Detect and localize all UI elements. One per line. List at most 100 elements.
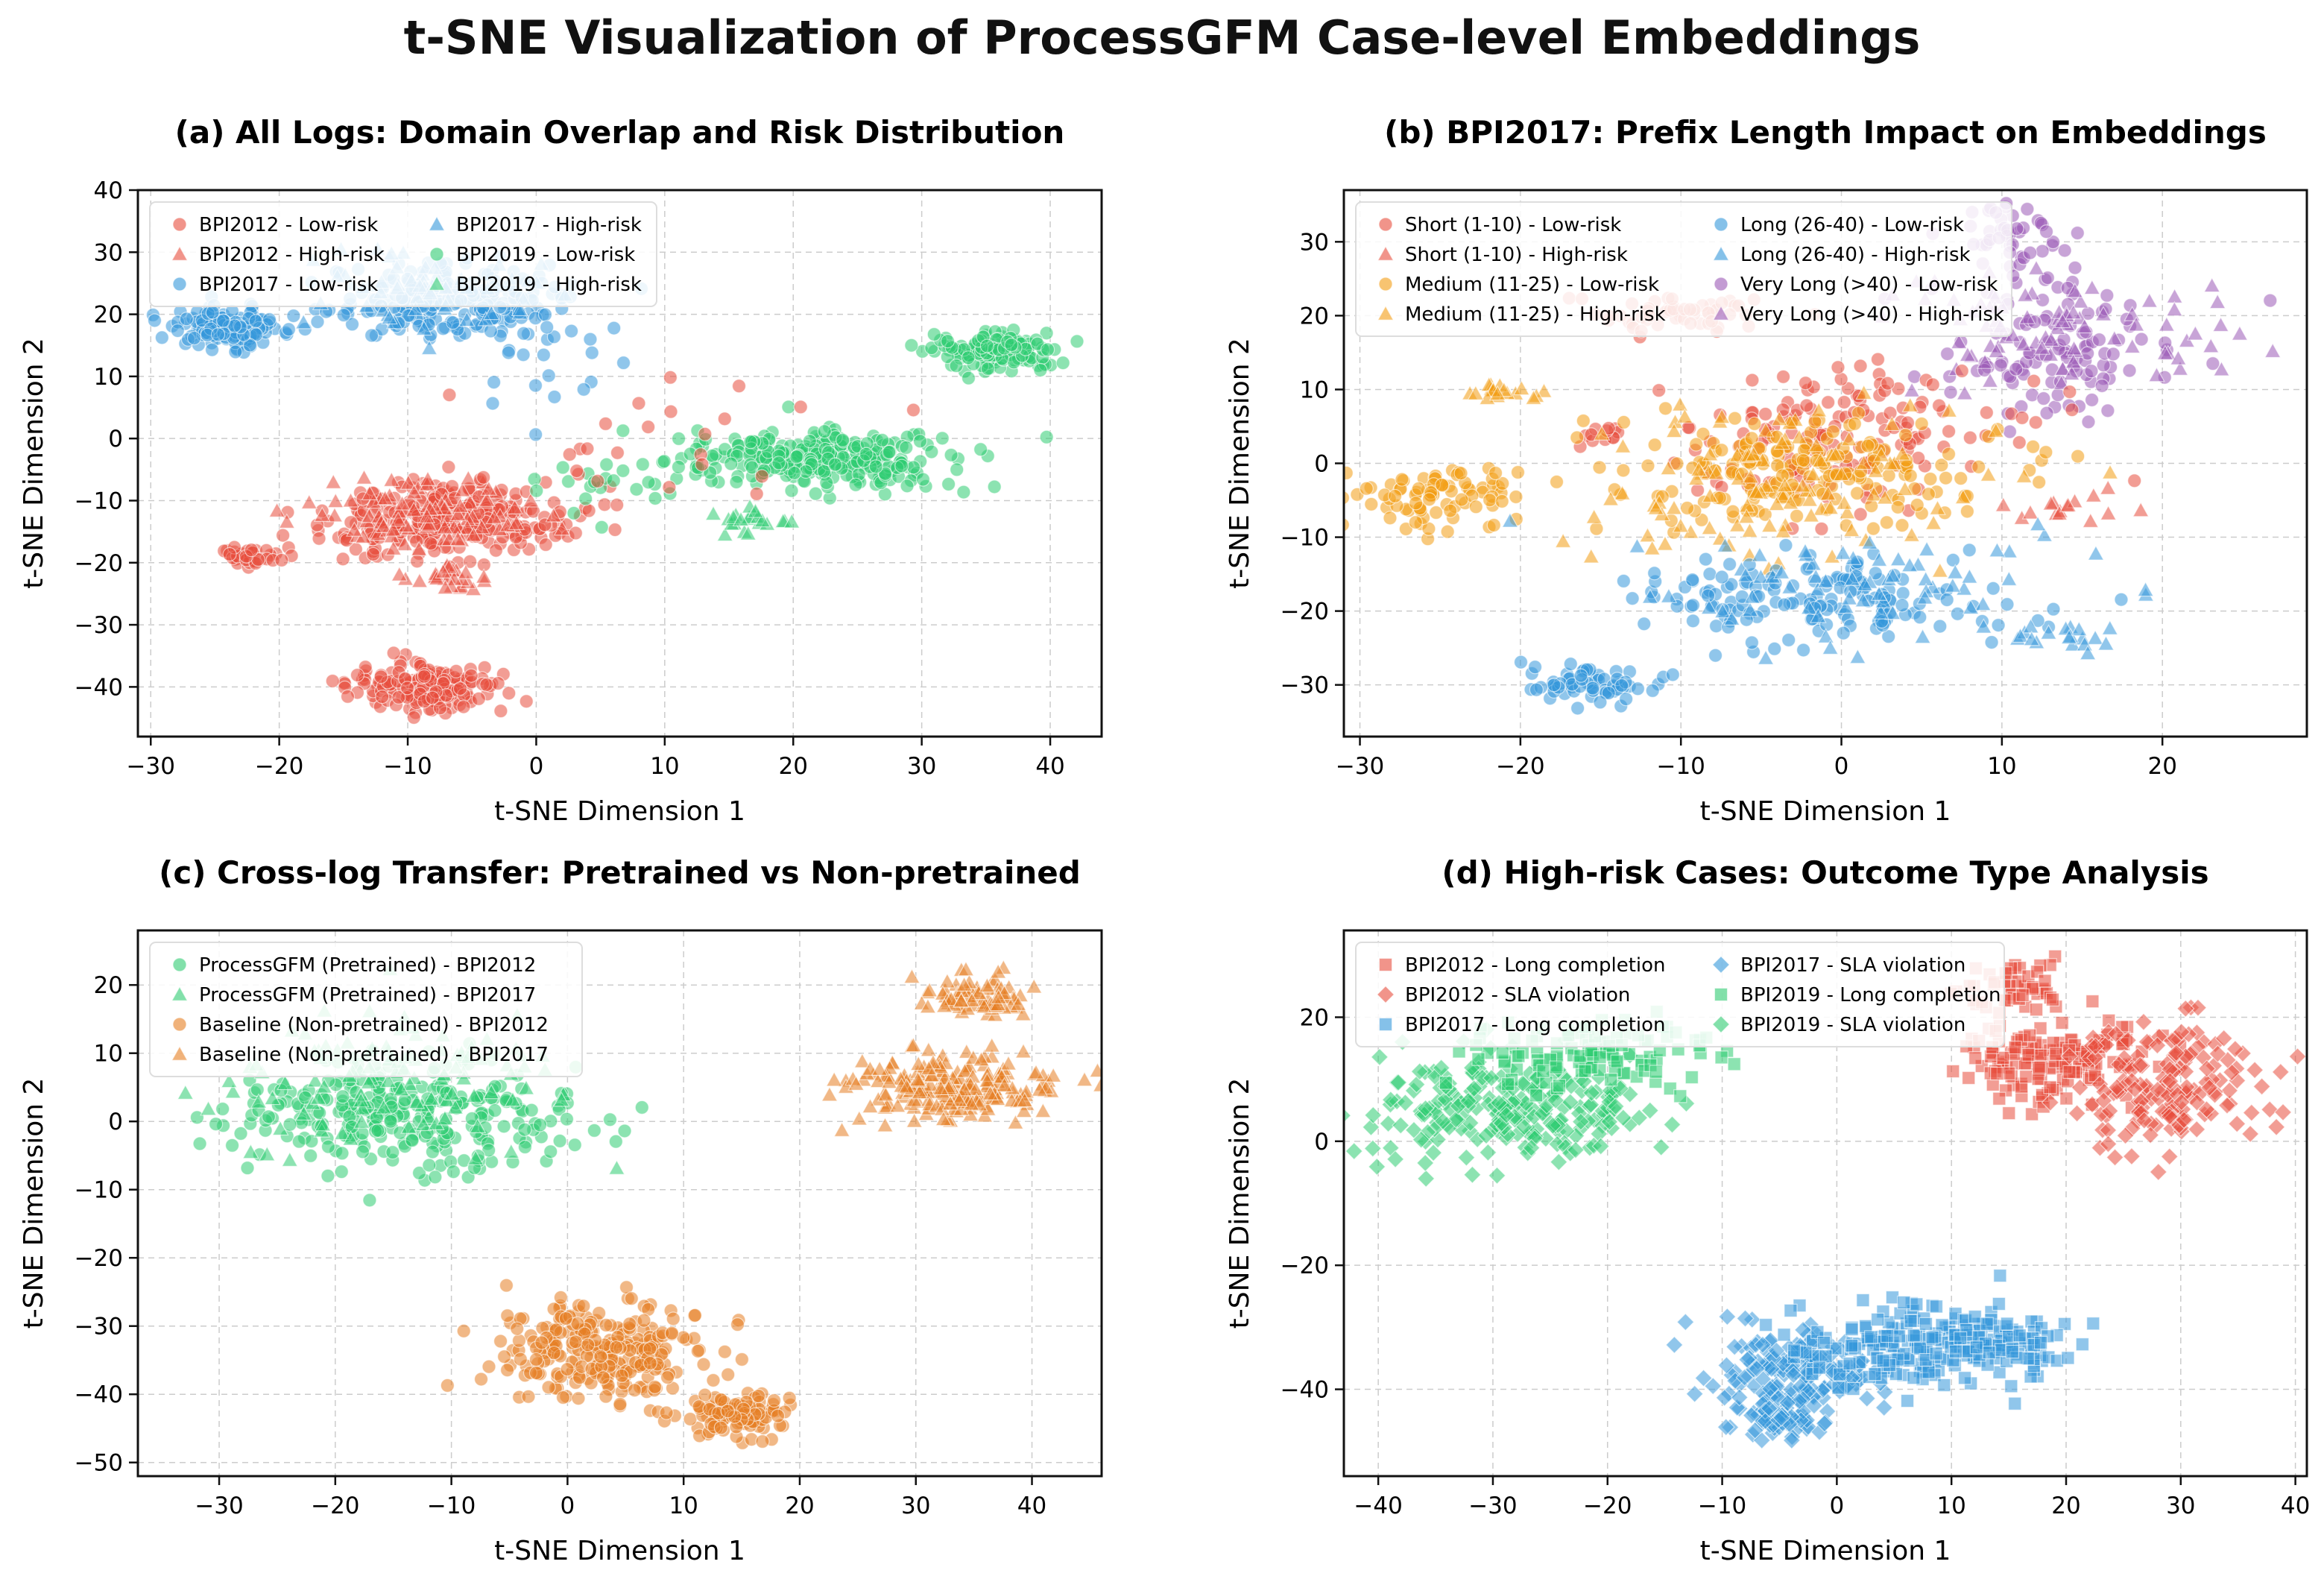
point-bpi2019-sla-violation (1482, 1068, 1501, 1088)
point-bpi2019-low-risk (944, 447, 959, 462)
point-bpi2019-sla-violation (1392, 1116, 1410, 1135)
point-medium-11-25-high-risk (1838, 503, 1856, 520)
point-baseline-non-pretrained-bpi2012 (599, 1317, 613, 1333)
point-processgfm-pretrained-bpi2012 (608, 1134, 623, 1149)
point-processgfm-pretrained-bpi2012 (240, 1161, 255, 1176)
point-long-26-40-low-risk (1527, 660, 1543, 675)
point-processgfm-pretrained-bpi2012 (321, 1168, 335, 1183)
point-baseline-non-pretrained-bpi2012 (571, 1391, 586, 1406)
point-bpi2019-long-completion (1500, 1077, 1515, 1091)
point-bpi2019-sla-violation (1566, 1141, 1585, 1159)
point-medium-11-25-high-risk (1467, 385, 1485, 400)
point-long-26-40-low-risk (2114, 592, 2129, 607)
point-baseline-non-pretrained-bpi2012 (687, 1308, 703, 1323)
point-medium-11-25-high-risk (1602, 491, 1620, 506)
point-long-26-40-high-risk (1961, 568, 1978, 584)
point-bpi2017-sla-violation (1790, 1392, 1809, 1411)
point-baseline-non-pretrained-bpi2012 (576, 1299, 591, 1314)
point-baseline-non-pretrained-bpi2017 (979, 977, 996, 993)
point-bpi2019-sla-violation (1416, 1153, 1435, 1173)
point-medium-11-25-high-risk (1835, 494, 1853, 510)
point-processgfm-pretrained-bpi2012 (385, 1145, 400, 1160)
point-medium-11-25-high-risk (1901, 397, 1919, 412)
point-very-long-40-low-risk (2057, 243, 2072, 258)
legend-entry: BPI2017 - Low-risk (199, 274, 378, 296)
point-long-26-40-high-risk (1914, 628, 1931, 644)
point-medium-11-25-high-risk (1774, 488, 1792, 504)
point-bpi2012-high-risk (326, 506, 344, 523)
point-bpi2012-sla-violation (2126, 1080, 2144, 1099)
x-tick-label: 40 (1035, 753, 1064, 780)
point-processgfm-pretrained-bpi2017 (315, 1078, 333, 1094)
legend-marker (172, 217, 187, 232)
point-bpi2012-low-risk (590, 473, 605, 488)
point-bpi2019-low-risk (827, 457, 842, 472)
point-bpi2019-low-risk (973, 442, 988, 457)
point-bpi2019-low-risk (1070, 334, 1084, 349)
scatter-points (1344, 196, 2282, 716)
point-bpi2012-low-risk (340, 689, 356, 704)
point-long-26-40-high-risk (1944, 577, 1962, 593)
point-processgfm-pretrained-bpi2017 (517, 1080, 535, 1095)
point-long-26-40-high-risk (2101, 620, 2119, 635)
point-short-1-10-low-risk (1853, 359, 1868, 374)
legend-marker (1378, 277, 1393, 291)
y-tick-label: −20 (75, 1245, 123, 1272)
point-baseline-non-pretrained-bpi2017 (821, 1085, 839, 1102)
point-bpi2012-long-completion (2085, 995, 2100, 1009)
point-bpi2019-low-risk (949, 359, 964, 374)
point-baseline-non-pretrained-bpi2017 (877, 1117, 894, 1132)
point-bpi2012-sla-violation (2214, 1029, 2233, 1047)
point-bpi2012-high-risk (480, 480, 498, 496)
point-baseline-non-pretrained-bpi2017 (909, 1055, 927, 1071)
point-medium-11-25-high-risk (1802, 507, 1820, 523)
point-short-1-10-low-risk (1963, 430, 1977, 445)
point-long-26-40-low-risk (1547, 678, 1562, 693)
point-bpi2012-high-risk (545, 507, 563, 523)
point-short-1-10-low-risk (1900, 415, 1916, 430)
point-medium-11-25-low-risk (1488, 465, 1503, 481)
point-bpi2012-sla-violation (2134, 1012, 2153, 1031)
point-short-1-10-low-risk (1775, 369, 1791, 384)
point-medium-11-25-low-risk (1388, 488, 1403, 504)
point-bpi2019-low-risk (743, 435, 758, 450)
point-long-26-40-high-risk (1872, 604, 1889, 620)
point-bpi2017-low-risk (336, 308, 351, 323)
point-long-26-40-high-risk (2000, 570, 2018, 586)
point-very-long-40-high-risk (2141, 292, 2159, 308)
point-long-26-40-high-risk (1629, 538, 1646, 553)
point-baseline-non-pretrained-bpi2012 (534, 1335, 549, 1350)
point-bpi2017-sla-violation (1857, 1389, 1876, 1408)
point-very-long-40-high-risk (2027, 259, 2045, 275)
point-bpi2012-high-risk (454, 482, 471, 497)
point-baseline-non-pretrained-bpi2017 (862, 1097, 879, 1114)
y-axis-label: t-SNE Dimension 2 (19, 338, 49, 589)
point-bpi2019-low-risk (915, 472, 931, 487)
x-tick-label: −30 (127, 753, 175, 780)
point-bpi2019-low-risk (657, 454, 672, 469)
point-medium-11-25-low-risk (1408, 515, 1423, 530)
point-bpi2019-sla-violation (1410, 1062, 1429, 1081)
point-baseline-non-pretrained-bpi2012 (706, 1373, 721, 1388)
point-processgfm-pretrained-bpi2017 (423, 1090, 441, 1106)
point-medium-11-25-low-risk (1890, 500, 1905, 514)
point-bpi2019-low-risk (578, 491, 593, 506)
point-very-long-40-high-risk (2166, 288, 2183, 303)
point-baseline-non-pretrained-bpi2017 (989, 963, 1007, 979)
point-processgfm-pretrained-bpi2017 (379, 1072, 397, 1088)
point-medium-11-25-low-risk (1727, 411, 1743, 426)
point-medium-11-25-low-risk (1941, 447, 1957, 461)
point-baseline-non-pretrained-bpi2017 (1009, 995, 1027, 1011)
point-long-26-40-low-risk (1778, 538, 1793, 553)
point-bpi2017-high-risk (415, 320, 433, 336)
point-short-1-10-low-risk (1925, 377, 1940, 392)
point-bpi2017-low-risk (483, 324, 498, 338)
point-bpi2019-long-completion (1552, 1079, 1567, 1093)
point-long-26-40-low-risk (1685, 598, 1701, 613)
point-baseline-non-pretrained-bpi2012 (637, 1313, 651, 1328)
point-medium-11-25-high-risk (1761, 517, 1778, 533)
x-tick-label: 0 (1834, 753, 1849, 780)
point-bpi2017-sla-violation (1717, 1418, 1735, 1437)
point-bpi2012-low-risk (502, 686, 517, 701)
y-tick-label: 10 (1300, 376, 1329, 403)
